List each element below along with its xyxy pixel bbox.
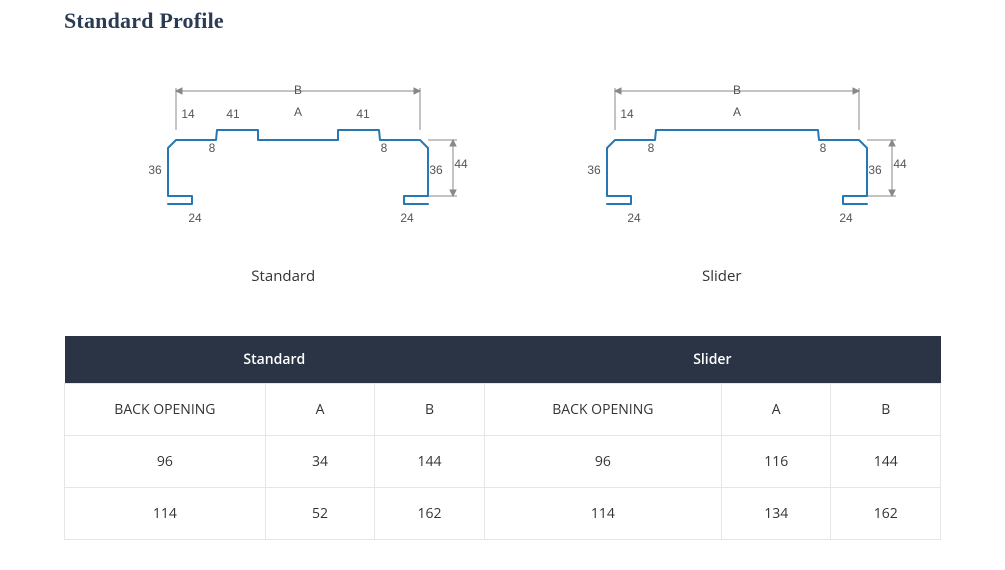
table-group-header: Slider [484, 336, 940, 384]
dimension-label: 24 [401, 211, 415, 225]
table-cell: 52 [265, 488, 374, 540]
dimension-label: 36 [868, 163, 882, 177]
dimension-label: 36 [430, 163, 444, 177]
table-cell: 114 [484, 488, 721, 540]
table-row: 11452162114134162 [65, 488, 941, 540]
table-cell: 34 [265, 436, 374, 488]
table-sub-header: A [721, 384, 830, 436]
dimension-label: 14 [182, 107, 196, 121]
dimension-label: 44 [893, 157, 907, 171]
dimension-label: B [294, 83, 302, 97]
diagram-slider: BA 14 8 8 36 36 44 24 24 Slider [503, 74, 942, 286]
spec-table: StandardSlider BACK OPENINGABBACK OPENIN… [64, 336, 941, 540]
table-cell: 114 [65, 488, 266, 540]
table-cell: 144 [831, 436, 941, 488]
table-subheader-row: BACK OPENINGABBACK OPENINGAB [65, 384, 941, 436]
dimension-label: 44 [455, 157, 469, 171]
dimension-label: 24 [189, 211, 203, 225]
diagrams-row: BA144141883636442424 Standard BA14883636… [64, 74, 941, 286]
dimension-label: 36 [149, 163, 163, 177]
table-sub-header: A [265, 384, 374, 436]
table-group-header: Standard [65, 336, 485, 384]
profile-drawing-standard: BA 14 41 41 8 8 36 36 44 24 24 [98, 74, 468, 244]
table-sub-header: B [831, 384, 941, 436]
table-sub-header: BACK OPENING [65, 384, 266, 436]
table-row: 963414496116144 [65, 436, 941, 488]
dimension-label: 8 [647, 141, 654, 155]
dimension-label: 24 [839, 211, 853, 225]
caption-slider: Slider [702, 266, 742, 286]
table-group-row: StandardSlider [65, 336, 941, 384]
diagram-standard: BA 14 41 41 8 8 36 36 44 24 24 Standard [64, 74, 503, 286]
page-title: Standard Profile [64, 8, 941, 34]
dimension-label: A [294, 105, 302, 119]
table-cell: 144 [375, 436, 484, 488]
dimension-label: A [733, 105, 741, 119]
dimension-label: B [733, 83, 741, 97]
table-cell: 162 [375, 488, 484, 540]
profile-drawing-slider: BA 14 8 8 36 36 44 24 24 [537, 74, 907, 244]
table-cell: 96 [484, 436, 721, 488]
dimension-label: 8 [381, 141, 388, 155]
table-cell: 116 [721, 436, 830, 488]
dimension-label: 8 [209, 141, 216, 155]
dimension-label: 8 [819, 141, 826, 155]
table-sub-header: B [375, 384, 484, 436]
table-cell: 134 [721, 488, 830, 540]
dimension-label: 36 [587, 163, 601, 177]
dimension-label: 41 [227, 107, 241, 121]
table-cell: 96 [65, 436, 266, 488]
table-cell: 162 [831, 488, 941, 540]
dimension-label: 41 [357, 107, 371, 121]
dimension-label: 14 [620, 107, 634, 121]
table-sub-header: BACK OPENING [484, 384, 721, 436]
caption-standard: Standard [251, 266, 315, 286]
dimension-label: 24 [627, 211, 641, 225]
